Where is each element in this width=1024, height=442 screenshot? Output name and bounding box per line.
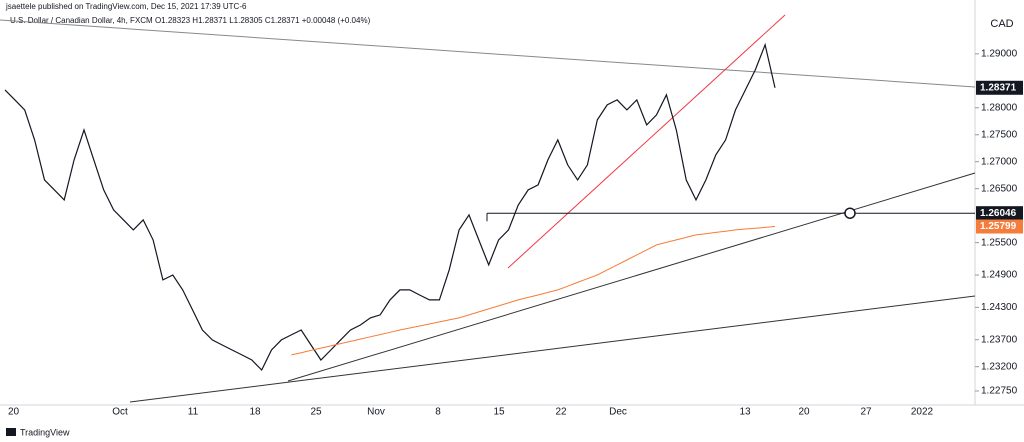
x-tick-label: 8 [435, 407, 441, 418]
y-tick-label: 1.28000 [981, 102, 1018, 113]
currency: CAD [990, 18, 1013, 30]
trendline [287, 172, 976, 382]
price-label: 1.25799 [980, 221, 1017, 232]
footer-logo: TradingView [6, 427, 70, 437]
legend-text: U.S. Dollar / Canadian Dollar, 4h, FXCM … [10, 16, 371, 25]
y-tick-label: 1.27500 [981, 129, 1018, 140]
logo [6, 428, 16, 436]
price-label-box [976, 219, 1023, 234]
y-tick-label: 1.29000 [981, 48, 1018, 59]
footer: TradingView [20, 427, 70, 437]
x-tick-label: Oct [112, 407, 128, 418]
x-tick-label: 11 [188, 407, 199, 418]
y-tick-label: 1.27000 [981, 156, 1018, 167]
y-tick-label: 1.23200 [981, 361, 1018, 372]
y-tick-label: 1.25500 [981, 237, 1018, 248]
price-line [4, 42, 776, 372]
y-tick-label: 1.24900 [981, 270, 1018, 281]
y-tick-label: 1.26500 [981, 183, 1018, 194]
y-tick-label: 1.22750 [981, 386, 1018, 397]
price-label-box [976, 80, 1023, 95]
x-tick-label: Dec [609, 407, 627, 418]
x-tick-label: 20 [798, 407, 810, 418]
x-tick-label: 25 [310, 407, 322, 418]
x-tick-label: 15 [493, 407, 505, 418]
trendline [0, 19, 976, 88]
x-tick-label: 13 [739, 407, 751, 418]
x-tick-label: 27 [860, 407, 872, 418]
x-tick-label: 2022 [911, 407, 934, 418]
x-tick-label: 18 [249, 407, 261, 418]
level-marker [844, 207, 856, 219]
x-tick-label: Nov [367, 407, 385, 418]
price-line [291, 226, 776, 356]
trendline [507, 14, 786, 269]
x-tick-label: 20 [8, 407, 20, 418]
y-tick-label: 1.24300 [981, 302, 1018, 313]
trendlines [0, 14, 976, 403]
x-tick-label: 22 [555, 407, 567, 418]
y-tick-label: 1.23700 [981, 334, 1018, 345]
price-label-box [976, 206, 1023, 221]
trendline [129, 295, 976, 403]
price-label: 1.26046 [980, 208, 1017, 219]
price-label: 1.28371 [980, 82, 1017, 93]
header: jsaettele published on TradingView.com, … [5, 2, 247, 11]
currency-box [985, 15, 1019, 33]
